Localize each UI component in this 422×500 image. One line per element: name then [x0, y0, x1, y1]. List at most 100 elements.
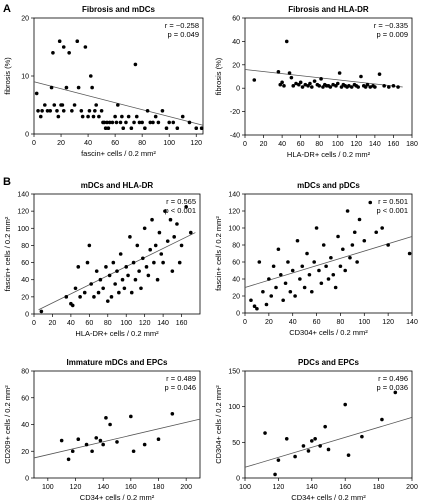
data-point	[360, 434, 364, 439]
x-tick-label: 20	[260, 141, 268, 148]
data-point	[306, 449, 311, 453]
data-point	[255, 306, 259, 311]
data-point	[368, 200, 373, 205]
data-point	[157, 230, 162, 235]
data-point	[329, 255, 333, 260]
data-point	[317, 268, 321, 273]
correlation-r: r = 0.496	[378, 374, 408, 383]
data-point	[295, 238, 300, 243]
data-point	[109, 295, 114, 299]
data-point	[61, 45, 66, 49]
y-axis-label: fibrosis (%)	[214, 57, 223, 95]
data-point	[135, 243, 140, 248]
data-point	[80, 114, 85, 119]
data-point	[133, 62, 138, 67]
correlation-p: p < 0.001	[377, 206, 409, 215]
data-point	[152, 260, 156, 265]
regression-line	[244, 416, 413, 468]
data-point	[319, 77, 323, 81]
y-tick-label: 10	[21, 74, 29, 81]
data-point	[70, 449, 75, 454]
data-point	[377, 72, 382, 76]
data-point	[269, 294, 274, 298]
data-point	[346, 453, 351, 457]
data-point	[148, 247, 152, 252]
data-point	[300, 264, 305, 269]
data-point	[345, 209, 350, 213]
data-point	[131, 449, 136, 454]
data-point	[56, 114, 61, 119]
x-axis-label: CD34+ cells / 0.2 mm²	[80, 493, 155, 500]
y-tick-label: 60	[232, 16, 240, 23]
x-tick-label: 180	[406, 141, 418, 148]
x-axis-label: CD304+ cells / 0.2 mm²	[289, 328, 368, 337]
data-point	[314, 226, 319, 230]
data-point	[305, 251, 309, 256]
data-point	[331, 82, 335, 87]
data-point	[298, 277, 302, 281]
data-point	[111, 260, 116, 265]
x-tick-label: 100	[358, 319, 370, 326]
x-tick-label: 160	[388, 141, 400, 148]
correlation-r: r = −0.335	[374, 21, 408, 30]
chart-mdcs-pdcs: mDCs and pDCs 0 20 40 60 80 100 120 140 0 20 40 60 80…	[214, 181, 418, 337]
data-point	[159, 252, 164, 256]
y-tick-label: -20	[230, 109, 240, 116]
correlation-r: r = 0.565	[166, 197, 196, 206]
data-point	[187, 120, 192, 125]
regression-line	[33, 418, 201, 459]
data-point	[336, 234, 340, 239]
data-point	[263, 431, 267, 435]
data-point	[331, 272, 336, 277]
data-point	[131, 260, 136, 265]
data-point	[343, 402, 348, 407]
data-point	[115, 440, 119, 444]
data-point	[84, 442, 89, 447]
x-tick-label: 160	[176, 320, 188, 327]
data-point	[73, 286, 78, 291]
data-point	[328, 85, 333, 89]
data-point	[323, 424, 327, 429]
x-tick-label: 40	[67, 320, 75, 327]
data-point	[101, 442, 105, 447]
y-tick-label: 60	[232, 260, 240, 267]
y-axis-label: fascin+ cells / 0.2 mm²	[214, 216, 223, 291]
data-point	[387, 85, 391, 89]
data-point	[289, 75, 294, 80]
data-point	[48, 109, 53, 113]
data-point	[313, 436, 317, 441]
data-point	[278, 272, 283, 277]
data-point	[85, 260, 90, 265]
data-point	[139, 286, 143, 291]
data-point	[382, 84, 386, 88]
charts: Fibrosis and mDCs 0 20 40 60 80 100 120 0 10 20 fas…	[3, 5, 418, 500]
data-point	[121, 126, 126, 130]
data-point	[153, 114, 158, 119]
x-tick-label: 120	[70, 484, 82, 491]
data-point	[172, 235, 176, 239]
data-point	[94, 269, 99, 273]
data-point	[142, 442, 147, 447]
y-tick-label: -40	[230, 133, 240, 140]
data-point	[106, 126, 111, 130]
x-tick-label: 60	[85, 320, 93, 327]
data-point	[83, 45, 88, 49]
x-tick-label: 140	[97, 484, 109, 491]
data-point	[155, 277, 160, 282]
data-point	[274, 285, 278, 290]
y-tick-label: 40	[21, 277, 29, 284]
correlation-p: p = 0.036	[377, 383, 409, 392]
data-point	[137, 269, 141, 273]
y-tick-label: 0	[236, 86, 240, 93]
correlation-p: p = 0.009	[377, 30, 409, 39]
data-point	[293, 454, 297, 459]
data-point	[75, 39, 80, 43]
data-point	[282, 84, 286, 88]
data-point	[338, 264, 343, 269]
y-tick-label: 60	[21, 260, 29, 267]
x-tick-label: 100	[42, 484, 54, 491]
data-point	[79, 109, 84, 113]
data-point	[310, 439, 314, 443]
data-point	[199, 126, 204, 130]
x-tick-label: 20	[57, 140, 65, 147]
